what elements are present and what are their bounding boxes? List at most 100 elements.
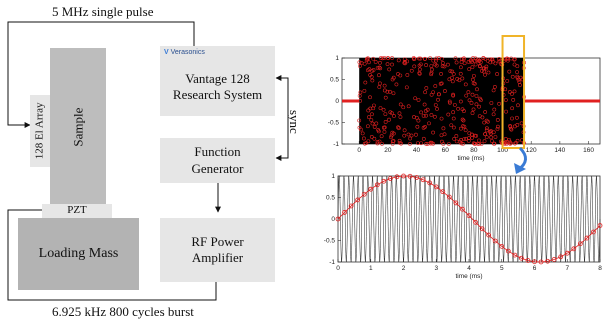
sample-point [357, 118, 362, 123]
sample-point [483, 57, 488, 61]
sample-point [417, 67, 422, 72]
sample-point [512, 62, 517, 67]
sample-point [508, 124, 513, 129]
sample-point [515, 138, 520, 143]
sample-point [447, 77, 452, 82]
x-tick-label: 20 [384, 147, 392, 154]
sample-point [470, 111, 475, 115]
sample-point [466, 139, 471, 143]
y-tick-label: 0 [335, 98, 339, 105]
sample-point [375, 140, 380, 144]
sample-point [405, 59, 409, 64]
burst-fill [359, 58, 525, 144]
sample-point [482, 139, 487, 144]
sample-point [436, 56, 441, 60]
sample-point [451, 110, 456, 115]
y-tick-label: 1 [331, 173, 335, 180]
sample-point [402, 128, 407, 133]
sample-point [417, 71, 422, 75]
sample-point [396, 125, 400, 130]
sample-point [404, 85, 409, 90]
sample-point [516, 103, 520, 108]
sample-block: Sample [50, 48, 106, 206]
sample-point [491, 88, 496, 93]
sample-point [396, 126, 401, 131]
sample-point [423, 90, 428, 95]
sample-point [423, 57, 427, 61]
sample-point [512, 89, 517, 94]
sample-point [460, 117, 465, 122]
sample-point [510, 116, 514, 121]
sample-point [423, 109, 428, 113]
sample-point [450, 79, 455, 84]
sample-point [387, 117, 391, 122]
sample-point [431, 90, 436, 95]
sample-point [508, 126, 513, 131]
sample-point [378, 60, 382, 65]
sample-point [387, 67, 392, 72]
sample-point [394, 82, 399, 87]
sample-point [417, 63, 422, 68]
loading-mass-block: Loading Mass [18, 218, 139, 290]
sample-point [391, 139, 396, 143]
sample-point [424, 142, 429, 146]
sample-point [551, 257, 557, 262]
sample-point [504, 109, 508, 114]
sample-point [409, 133, 414, 138]
sample-point [464, 93, 469, 98]
sample-point [368, 106, 373, 111]
sample-point [416, 98, 421, 102]
sample-point [372, 125, 377, 129]
sample-point [381, 178, 387, 184]
sample-point [380, 141, 384, 146]
sample-point [513, 141, 517, 146]
sample-point [483, 110, 488, 114]
sample-point [366, 115, 371, 120]
sample-point [380, 56, 385, 61]
sample-point [507, 137, 512, 142]
sample-point [486, 70, 491, 75]
sample-point [495, 72, 499, 76]
sample-point [577, 241, 583, 247]
sample-point [584, 235, 590, 241]
sample-point [440, 64, 445, 69]
sample-point [392, 114, 396, 118]
sample-point [367, 60, 371, 65]
sample-point [335, 216, 341, 222]
sample-point [456, 106, 461, 111]
sample-point [477, 142, 482, 146]
sample-point [377, 139, 382, 144]
sample-point [510, 106, 514, 111]
sample-point [441, 142, 446, 146]
sample-point [512, 124, 517, 129]
sample-point [473, 141, 478, 146]
sample-point [402, 57, 407, 62]
sample-point [474, 94, 479, 98]
sample-point [477, 63, 482, 68]
sample-point [504, 142, 509, 146]
x-tick-label: 120 [526, 147, 537, 154]
sample-point [391, 91, 396, 96]
sample-point [532, 259, 537, 265]
sample-point [394, 174, 400, 180]
sample-point [460, 107, 465, 112]
sample-point [461, 118, 466, 123]
sample-point [397, 141, 402, 145]
sample-point [362, 141, 367, 146]
sample-point [515, 74, 520, 79]
sample-point [396, 72, 400, 76]
sample-point [467, 67, 472, 72]
sample-point [405, 73, 410, 77]
x-tick-label: 160 [583, 147, 594, 154]
loading-mass-label: Loading Mass [38, 246, 119, 262]
sample-point [371, 68, 376, 72]
sample-point [439, 71, 443, 76]
x-tick-label: 3 [434, 265, 438, 272]
sample-point [466, 213, 472, 219]
sample-point [446, 62, 450, 67]
x-tick-label: 6 [533, 265, 537, 272]
sample-point [385, 62, 390, 67]
sample-point [428, 140, 433, 145]
sample-point [473, 219, 478, 225]
y-tick-label: -1 [329, 259, 335, 266]
